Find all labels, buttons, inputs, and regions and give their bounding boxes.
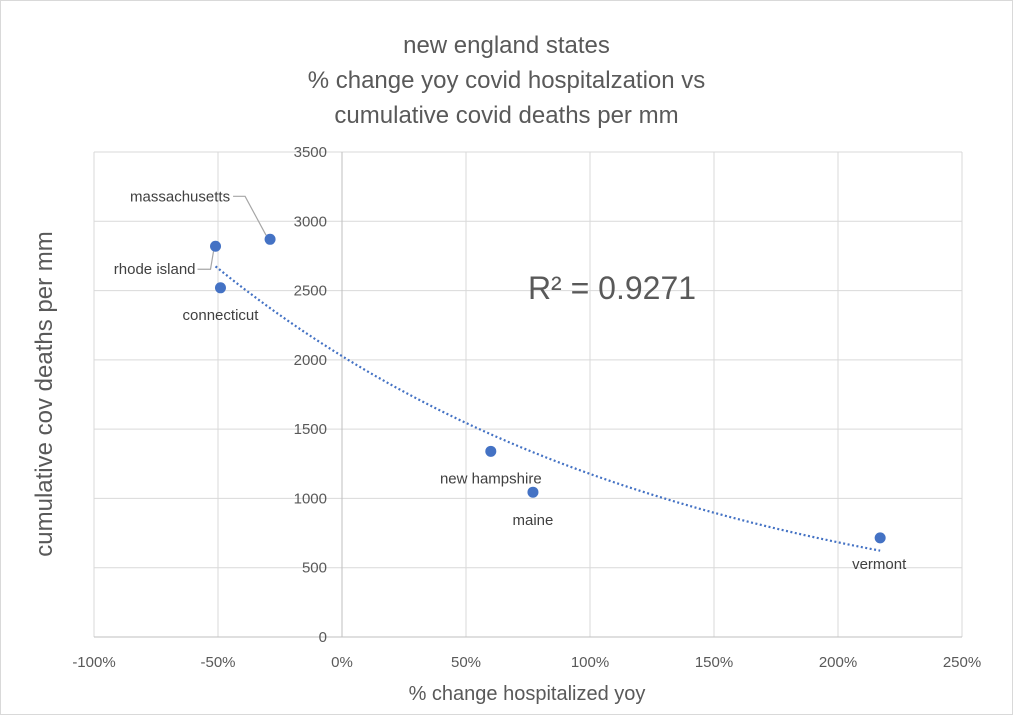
x-tick-label: -50%	[200, 654, 235, 671]
x-tick-label: 0%	[331, 654, 353, 671]
x-tick-label: 250%	[943, 654, 981, 671]
data-point	[210, 240, 222, 252]
x-tick-label: 200%	[819, 654, 857, 671]
data-label: massachusetts	[130, 188, 230, 205]
chart-title-line-3: cumulative covid deaths per mm	[334, 102, 679, 129]
data-labels: massachusetts rhode island connecticut new …	[114, 188, 907, 573]
y-tick-label: 0	[319, 629, 327, 646]
data-point	[214, 282, 226, 294]
r-squared-label: R² = 0.9271	[528, 270, 696, 306]
x-tick-label: -100%	[72, 654, 115, 671]
data-point	[264, 233, 276, 245]
data-point	[527, 486, 539, 498]
trendline	[214, 265, 881, 552]
y-tick-label: 3500	[294, 144, 327, 161]
trendline-layer	[214, 265, 881, 552]
data-point	[874, 532, 886, 544]
y-tick-label: 500	[302, 560, 327, 577]
data-label: maine	[513, 512, 554, 529]
data-points	[210, 233, 886, 544]
tick-labels: 0 500 1000 1500 2000 2500 3000 3500 -100% -50% 0% 5…	[72, 144, 981, 671]
axes	[94, 152, 962, 638]
data-point	[485, 445, 497, 457]
chart-title-line-2: % change yoy covid hospitalzation vs	[307, 67, 706, 94]
data-label: new hampshire	[440, 470, 542, 487]
y-tick-label: 1000	[294, 490, 327, 507]
gridlines	[93, 151, 963, 638]
y-tick-label: 2000	[294, 352, 327, 369]
leader-line	[197, 251, 215, 270]
chart-title-line-1: new england states	[403, 32, 610, 59]
y-axis-title: cumulative cov deaths per mm	[31, 231, 58, 556]
leader-lines	[197, 195, 267, 270]
y-tick-label: 2500	[294, 283, 327, 300]
x-tick-label: 50%	[451, 654, 481, 671]
data-label: connecticut	[183, 307, 260, 324]
x-tick-label: 100%	[571, 654, 609, 671]
data-label: rhode island	[114, 261, 196, 278]
leader-line	[233, 195, 267, 236]
x-axis-title: % change hospitalized yoy	[409, 683, 646, 705]
x-tick-label: 150%	[695, 654, 733, 671]
y-tick-label: 1500	[294, 421, 327, 438]
data-label: vermont	[852, 556, 907, 573]
y-tick-label: 3000	[294, 213, 327, 230]
